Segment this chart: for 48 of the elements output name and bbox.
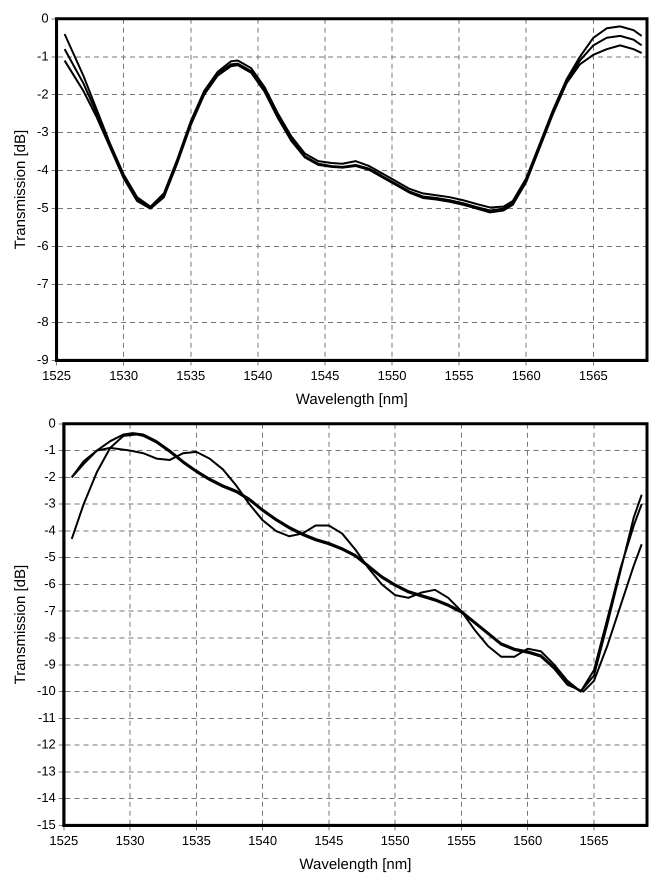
x-tick-label: 1565 xyxy=(578,368,608,383)
y-tick-label: -4 xyxy=(44,522,56,538)
y-tick-label: -5 xyxy=(44,549,56,564)
y-axis-title: Transmission [dB] xyxy=(12,130,30,250)
y-tick-label: -8 xyxy=(36,314,49,330)
x-tick-label: 1550 xyxy=(380,832,410,848)
y-tick-label: 0 xyxy=(48,415,56,430)
y-tick-label: -6 xyxy=(36,238,49,254)
x-tick-label: 1550 xyxy=(378,368,406,383)
y-tick-label: -13 xyxy=(36,763,56,778)
y-tick-label: -15 xyxy=(36,816,56,832)
y-tick-label: -7 xyxy=(36,276,49,292)
x-tick-label: 1565 xyxy=(580,832,608,848)
y-tick-label: -3 xyxy=(44,496,56,511)
y-tick-label: -8 xyxy=(44,630,56,645)
y-tick-label: -3 xyxy=(36,124,49,140)
y-tick-label: -11 xyxy=(38,710,56,725)
x-tick-label: 1540 xyxy=(243,368,272,383)
x-tick-label: 1560 xyxy=(513,832,542,848)
x-tick-label: 1525 xyxy=(42,368,72,383)
y-tick-label: -7 xyxy=(44,602,56,618)
y-tick-label: -5 xyxy=(36,200,49,216)
y-tick-label: -14 xyxy=(36,790,56,806)
y-tick-label: -1 xyxy=(36,48,49,64)
x-tick-label: 1530 xyxy=(109,368,138,383)
y-tick-label: -6 xyxy=(44,576,56,592)
y-tick-label: -2 xyxy=(36,86,49,102)
x-axis-title: Wavelength [nm] xyxy=(296,391,408,408)
y-tick-label: -12 xyxy=(36,736,56,752)
x-tick-label: 1530 xyxy=(116,832,145,848)
y-tick-label: -1 xyxy=(44,442,56,458)
x-tick-label: 1555 xyxy=(444,368,474,383)
x-tick-label: 1525 xyxy=(49,832,78,848)
y-tick-label: 0 xyxy=(41,10,49,26)
y-tick-label: -2 xyxy=(44,468,56,484)
x-tick-label: 1535 xyxy=(182,832,211,848)
x-tick-label: 1560 xyxy=(512,368,541,383)
x-tick-label: 1545 xyxy=(314,832,344,848)
y-tick-label: -9 xyxy=(44,656,56,672)
y-tick-label: -10 xyxy=(36,683,56,698)
x-tick-label: 1545 xyxy=(310,368,340,383)
y-tick-label: -4 xyxy=(36,162,49,178)
x-axis-title: Wavelength [nm] xyxy=(299,856,412,874)
y-axis-title: Transmission [dB] xyxy=(12,564,30,684)
x-tick-label: 1535 xyxy=(176,368,206,383)
x-tick-label: 1540 xyxy=(248,832,278,848)
x-tick-label: 1555 xyxy=(446,832,476,848)
y-tick-label: -9 xyxy=(36,352,49,367)
